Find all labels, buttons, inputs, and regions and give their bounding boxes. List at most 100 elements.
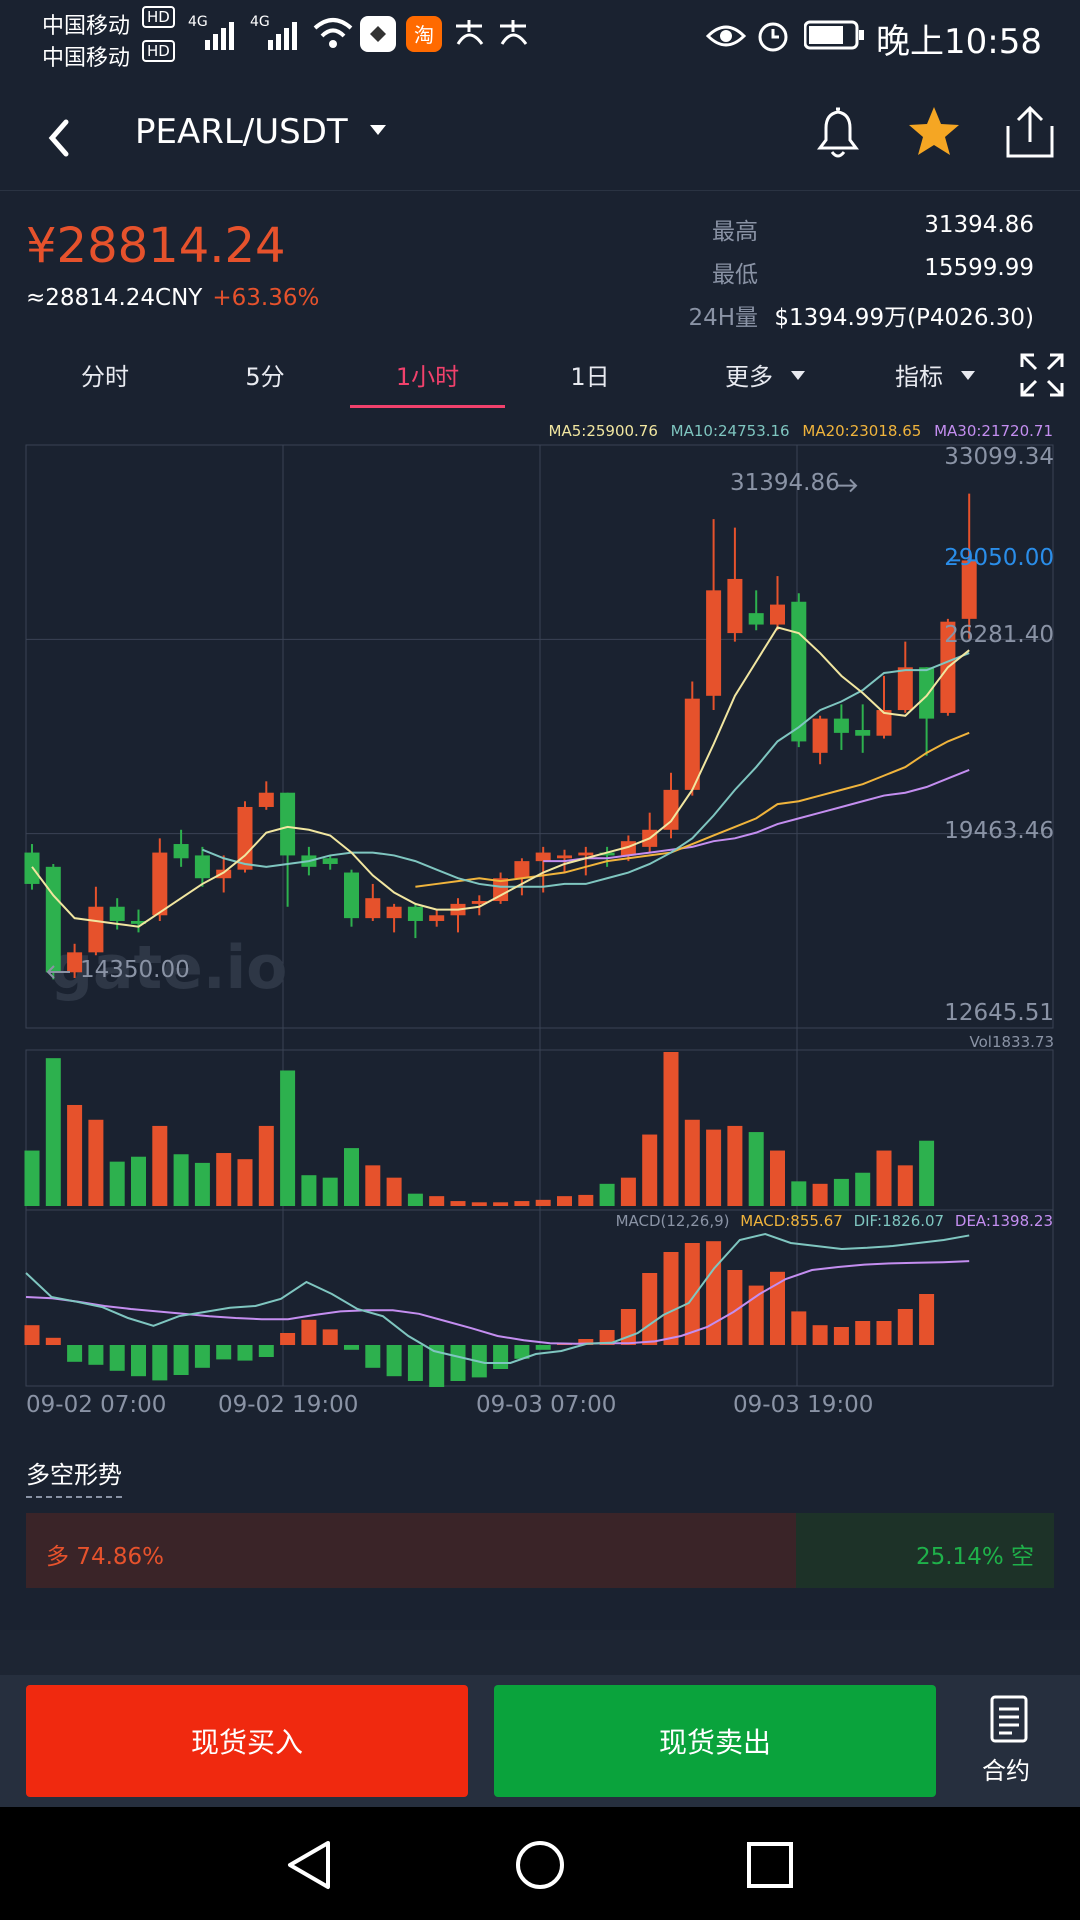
- volume-bar: [642, 1134, 658, 1206]
- long-ratio-label: 多 74.86%: [46, 1544, 165, 1570]
- macd-bar: [194, 1345, 210, 1368]
- ma20-line: [415, 731, 970, 888]
- macd-bar: [535, 1345, 551, 1350]
- clock: 晚上10:58: [876, 22, 1042, 62]
- volume-bar: [770, 1150, 785, 1206]
- volume-bar: [833, 1178, 849, 1206]
- tab-timeshare[interactable]: 分时: [81, 363, 129, 391]
- taobao-icon: 淘: [406, 16, 442, 52]
- bell-icon[interactable]: [812, 104, 864, 164]
- macd-bar: [727, 1270, 743, 1345]
- macd-bar: [684, 1243, 700, 1345]
- carrier-1: 中国移动: [42, 14, 131, 39]
- y-tick-label: 19463.46: [944, 818, 1054, 844]
- volume-bar: [599, 1183, 615, 1206]
- tab-more[interactable]: 更多: [690, 357, 840, 392]
- candle: [194, 855, 210, 879]
- ma20-value: MA20:23018.65: [802, 422, 922, 440]
- macd-bar: [301, 1319, 317, 1345]
- volume-bar: [280, 1070, 296, 1206]
- volume-bar: [450, 1201, 466, 1206]
- volume-bar: [386, 1177, 402, 1206]
- macd-bar: [216, 1345, 232, 1360]
- candle: [833, 718, 849, 733]
- wifi-icon: [313, 18, 353, 48]
- candle: [173, 844, 189, 859]
- volume-bar: [88, 1119, 104, 1206]
- ma30-value: MA30:21720.71: [934, 422, 1053, 440]
- change-percent: +63.36%: [212, 285, 320, 311]
- high-value: 31394.86: [924, 212, 1034, 238]
- volume-bar: [557, 1196, 572, 1206]
- volume-bar: [173, 1154, 189, 1206]
- volume-bar: [131, 1156, 146, 1206]
- candle: [344, 872, 359, 919]
- back-nav-icon[interactable]: [284, 1839, 334, 1891]
- candle: [216, 869, 232, 879]
- price-cny: ≈28814.24CNY: [26, 285, 203, 311]
- macd-bar: [833, 1327, 849, 1345]
- tab-1day[interactable]: 1日: [570, 363, 610, 391]
- candle: [812, 718, 828, 753]
- candles: [24, 493, 977, 980]
- volume-bar: [344, 1148, 359, 1206]
- volume-bar: [45, 1058, 61, 1206]
- volume-bar: [109, 1161, 125, 1206]
- volume-bar: [791, 1181, 807, 1206]
- contract-button[interactable]: 合约: [970, 1695, 1070, 1795]
- candle: [961, 560, 977, 619]
- volume-bar: [429, 1196, 445, 1206]
- sentiment-title[interactable]: 多空形势: [26, 1455, 122, 1498]
- tab-5min[interactable]: 5分: [245, 363, 285, 391]
- volume-bar: [194, 1162, 210, 1206]
- divider: [0, 1630, 1080, 1675]
- candle: [535, 852, 551, 862]
- interval-tabs: 分时 5分 1小时 1日 更多 指标: [0, 345, 1080, 415]
- volume-bar: [216, 1153, 232, 1206]
- candle: [855, 730, 871, 736]
- macd-bar: [173, 1345, 189, 1375]
- home-nav-icon[interactable]: [514, 1839, 566, 1891]
- tab-indicators[interactable]: 指标: [860, 357, 1010, 392]
- short-ratio-label: 25.14% 空: [915, 1544, 1034, 1570]
- spot-sell-button[interactable]: 现货卖出: [494, 1685, 936, 1797]
- candle: [791, 601, 807, 742]
- tab-1hour[interactable]: 1小时: [395, 363, 460, 391]
- ma10-line: [202, 652, 970, 888]
- network-4g-2: 4G: [250, 14, 270, 30]
- macd-bar: [812, 1325, 828, 1345]
- share-icon[interactable]: [1004, 104, 1056, 160]
- volume-bar: [365, 1165, 381, 1206]
- high-label: 最高: [712, 219, 758, 245]
- ma-legend: MA5:25900.76 MA10:24753.16 MA20:23018.65…: [0, 422, 1053, 440]
- macd-bar: [663, 1252, 679, 1345]
- volume-bar: [812, 1183, 828, 1206]
- dea-line: [25, 1260, 970, 1345]
- long-short-ratio: 多 74.86% 25.14% 空: [26, 1513, 1054, 1588]
- candle: [45, 866, 61, 973]
- fullscreen-icon[interactable]: [1020, 353, 1064, 397]
- signal-icon: [205, 22, 234, 50]
- star-icon[interactable]: [906, 104, 962, 160]
- max-price-marker: 31394.86: [730, 470, 840, 496]
- volume-bar: [620, 1177, 636, 1206]
- macd-title: MACD(12,26,9): [615, 1212, 730, 1230]
- volume-bar: [301, 1175, 317, 1206]
- back-icon[interactable]: [42, 116, 76, 160]
- recents-nav-icon[interactable]: [746, 1841, 794, 1889]
- volume-bar: [514, 1201, 530, 1206]
- volume-bar: [663, 1052, 679, 1206]
- document-icon: [990, 1695, 1028, 1743]
- sub-chart-frame: [25, 1049, 1054, 1387]
- macd-bar: [407, 1345, 423, 1381]
- volume-bar: [876, 1150, 892, 1206]
- pair-selector[interactable]: PEARL/USDT: [135, 112, 386, 152]
- candle: [67, 952, 83, 973]
- hd-badge-2: HD: [142, 40, 175, 62]
- candlestick-chart[interactable]: gate.io: [0, 440, 1080, 1400]
- candle: [897, 667, 913, 711]
- top-bar: PEARL/USDT: [0, 90, 1080, 191]
- spot-buy-button[interactable]: 现货买入: [26, 1685, 468, 1797]
- volume-bar: [919, 1140, 935, 1206]
- chart-grid: [25, 444, 1054, 1387]
